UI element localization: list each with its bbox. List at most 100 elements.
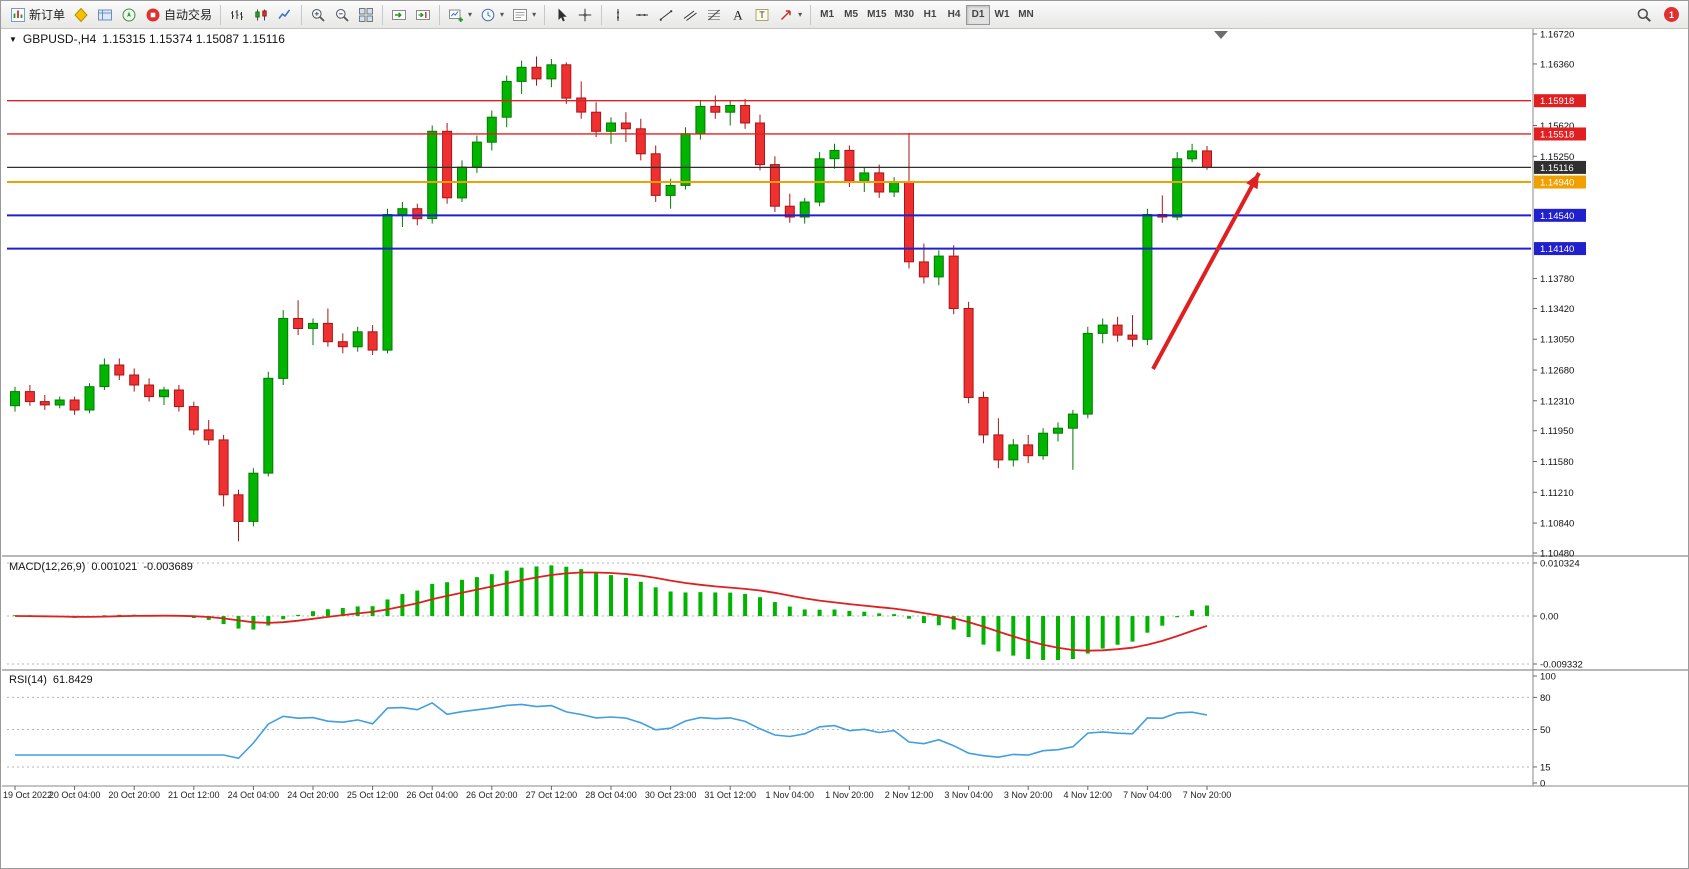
price-axis[interactable] — [1534, 29, 1689, 786]
crosshair-icon — [577, 7, 593, 23]
candle — [486, 116, 497, 143]
zoom-out-button[interactable] — [330, 4, 354, 26]
templates-menu-button[interactable]: ▾ — [508, 4, 540, 26]
bars-chart-button[interactable] — [225, 4, 249, 26]
periods-menu-button[interactable]: ▾ — [476, 4, 508, 26]
timeframe-h4-button[interactable]: H4 — [947, 9, 961, 20]
candle — [1082, 332, 1093, 415]
rsi-panel[interactable] — [7, 671, 1531, 785]
zoom-out-icon — [334, 7, 350, 23]
candle — [1202, 150, 1212, 168]
tile-windows-button[interactable] — [354, 4, 378, 26]
timeframe-mn-button[interactable]: MN — [1018, 9, 1034, 20]
candle — [99, 364, 110, 388]
navigator-button[interactable] — [117, 4, 141, 26]
timeframe-h1-button[interactable]: H1 — [923, 9, 937, 20]
arrows-menu-icon — [778, 7, 794, 23]
search-button[interactable] — [1632, 4, 1656, 26]
time-axis-label: 28 Oct 04:00 — [585, 790, 637, 800]
timeframe-m30-button[interactable]: M30 — [894, 9, 914, 20]
candle — [859, 172, 870, 182]
fibonacci-button[interactable] — [702, 4, 726, 26]
candlestick-chart-button[interactable] — [249, 4, 273, 26]
toolbar-separator — [439, 4, 441, 25]
candle — [755, 122, 765, 166]
candle — [1112, 324, 1123, 336]
candle — [904, 181, 914, 263]
candle — [993, 434, 1004, 461]
svg-text:A: A — [733, 7, 743, 22]
macd-signal-line — [14, 571, 1208, 652]
rsi-axis-label: 15 — [1540, 762, 1551, 773]
autotrading-button[interactable]: 自动交易 — [141, 4, 216, 26]
text-label-button[interactable]: T — [750, 4, 774, 26]
auto-scroll-icon — [391, 7, 407, 23]
price-axis-label: 1.13780 — [1540, 274, 1574, 285]
chart-shift-marker[interactable] — [1214, 31, 1228, 39]
time-axis-label: 30 Oct 23:00 — [645, 790, 697, 800]
cursor-button[interactable] — [549, 4, 573, 26]
arrows-menu-button[interactable]: ▾ — [774, 4, 806, 26]
auto-scroll-button[interactable] — [387, 4, 411, 26]
notification-badge[interactable]: 1 — [1664, 7, 1679, 22]
vertical-line-button[interactable] — [606, 4, 630, 26]
candle — [620, 122, 631, 130]
candle — [963, 308, 974, 398]
time-axis-label: 19 Oct 2022 — [3, 790, 52, 800]
timeframe-m5-button[interactable]: M5 — [844, 9, 859, 20]
timeframe-m1-button[interactable]: M1 — [820, 9, 835, 20]
trend-line-button[interactable] — [654, 4, 678, 26]
price-level-badge — [1534, 160, 1586, 174]
candle — [367, 331, 378, 351]
chart-shift-button[interactable] — [411, 4, 435, 26]
price-axis-label: 1.12310 — [1540, 396, 1574, 407]
candle — [561, 64, 572, 99]
candle — [1097, 324, 1108, 334]
candle — [680, 133, 691, 186]
time-axis-label: 24 Oct 20:00 — [287, 790, 339, 800]
line-chart-button[interactable] — [273, 4, 297, 26]
time-axis-label: 27 Oct 12:00 — [526, 790, 578, 800]
price-level-badge — [1534, 127, 1586, 141]
equidistant-channel-button[interactable] — [678, 4, 702, 26]
candle — [844, 149, 855, 182]
time-axis-label: 21 Oct 12:00 — [168, 790, 220, 800]
timeframe-d1-button[interactable]: D1 — [966, 4, 990, 25]
new-order-button[interactable]: 新订单 — [6, 4, 69, 26]
time-axis-label: 3 Nov 20:00 — [1004, 790, 1053, 800]
candle — [1067, 413, 1078, 429]
candle — [129, 374, 140, 386]
rsi-axis-label: 80 — [1540, 693, 1551, 704]
candle — [218, 439, 229, 496]
time-axis[interactable] — [2, 787, 1689, 807]
candle — [769, 164, 780, 207]
price-axis-label: 1.11950 — [1540, 426, 1574, 437]
candle — [1127, 334, 1138, 340]
price-level-badge — [1534, 175, 1586, 189]
timeframe-w1-button[interactable]: W1 — [994, 9, 1010, 20]
new-chart-menu-button[interactable]: ▾ — [444, 4, 476, 26]
candle — [933, 255, 944, 278]
price-axis-label: 1.11210 — [1540, 488, 1574, 499]
price-level-badge — [1534, 242, 1586, 256]
metaeditor-button[interactable] — [69, 4, 93, 26]
candle — [531, 66, 542, 80]
autotrading-label: 自动交易 — [164, 8, 213, 22]
price-level-badge-text: 1.14940 — [1540, 178, 1574, 189]
time-axis-label: 31 Oct 12:00 — [704, 790, 756, 800]
text-button[interactable]: A — [726, 4, 750, 26]
zoom-in-button[interactable] — [306, 4, 330, 26]
main-chart-panel[interactable] — [7, 29, 1531, 556]
vertical-line-icon — [610, 7, 626, 23]
candle — [650, 153, 661, 196]
timeframe-m15-button[interactable]: M15 — [867, 9, 887, 20]
data-window-button[interactable] — [93, 4, 117, 26]
candle — [308, 322, 318, 329]
toolbar: 新订单 自动交易 ▾ ▾ ▾ A T ▾ M1 M5 M15 M30 H1 H4 D1 W1 MN 1 — [1, 1, 1688, 29]
price-axis-label: 1.16720 — [1540, 30, 1574, 41]
macd-panel[interactable] — [7, 557, 1531, 669]
horizontal-line-button[interactable] — [630, 4, 654, 26]
trend-arrow-object[interactable] — [1151, 172, 1261, 370]
crosshair-button[interactable] — [573, 4, 597, 26]
candle — [740, 105, 751, 124]
